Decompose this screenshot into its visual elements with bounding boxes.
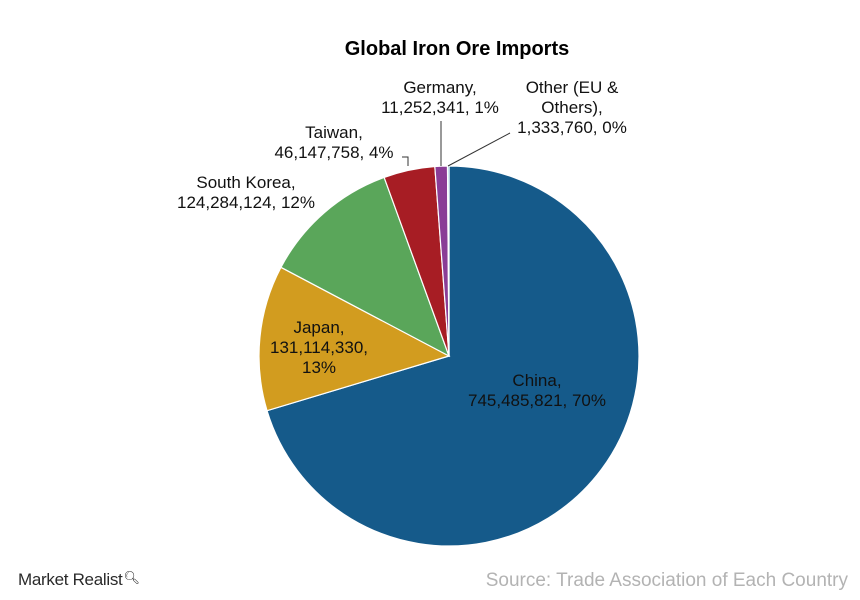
slice-label-line: Japan, — [293, 318, 344, 337]
slice-labels: China, 745,485,821, 70% Japan, 131,114,330,… — [177, 78, 627, 410]
slice-label-south-korea: South Korea, 124,284,124, 12% — [177, 173, 315, 212]
slice-label-japan: Japan, 131,114,330, 13% — [270, 318, 368, 377]
slice-label-line: Other (EU & — [526, 78, 619, 97]
leader-lines — [402, 121, 511, 167]
slice-label-line: Others), — [541, 98, 602, 117]
slice-label-line: 46,147,758, 4% — [274, 143, 393, 162]
slice-label-germany: Germany, 11,252,341, 1% — [381, 78, 499, 117]
slice-label-line: South Korea, — [196, 173, 295, 192]
leader-line-taiwan — [402, 156, 409, 166]
slice-label-line: 745,485,821, 70% — [468, 391, 606, 410]
slice-label-line: China, — [512, 371, 561, 390]
chart-title: Global Iron Ore Imports — [345, 38, 569, 60]
slice-label-line: 131,114,330, — [270, 338, 368, 357]
brand-logo: Market Realist🔍︎ — [18, 570, 140, 590]
brand-name: Market Realist — [18, 570, 123, 589]
source-note: Source: Trade Association of Each Countr… — [485, 570, 848, 591]
pie-slices — [258, 165, 640, 547]
slice-label-line: 124,284,124, 12% — [177, 193, 315, 212]
slice-label-line: Taiwan, — [305, 123, 363, 142]
slice-label-china: China, 745,485,821, 70% — [468, 371, 606, 410]
pie-slice-japan — [258, 266, 451, 412]
slice-label-other: Other (EU & Others), 1,333,760, 0% — [517, 78, 627, 137]
slice-label-line: 13% — [302, 358, 336, 377]
slice-label-line: 11,252,341, 1% — [381, 98, 499, 117]
magnifier-icon: 🔍︎ — [123, 570, 140, 585]
leader-line-other — [447, 132, 511, 167]
slice-label-line: Germany, — [403, 78, 476, 97]
pie-slice-china — [266, 165, 640, 547]
pie-slice-south-korea — [280, 176, 451, 358]
slice-label-taiwan: Taiwan, 46,147,758, 4% — [274, 123, 393, 162]
slice-label-line: 1,333,760, 0% — [517, 118, 627, 137]
